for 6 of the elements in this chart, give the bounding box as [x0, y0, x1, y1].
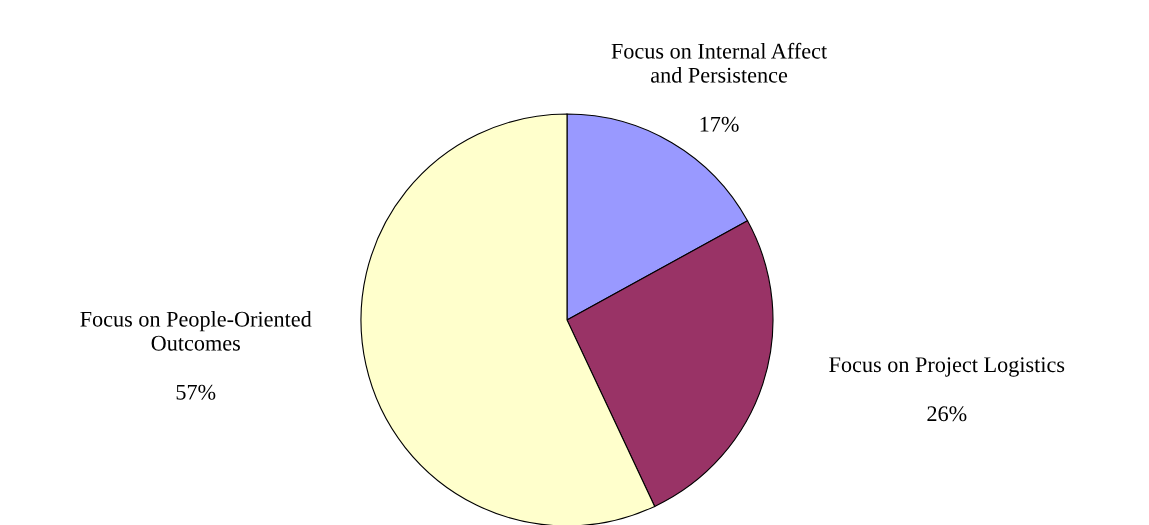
data-label: 57% — [176, 384, 216, 400]
data-label: 26% — [927, 406, 967, 422]
data-label: 17% — [700, 116, 739, 132]
slice-label: Focus on Internal Affect and Persistence — [611, 42, 828, 83]
slice-label: Focus on Project Logistics — [829, 357, 1065, 377]
slice-label: Focus on People-Oriented Outcomes — [80, 311, 312, 351]
